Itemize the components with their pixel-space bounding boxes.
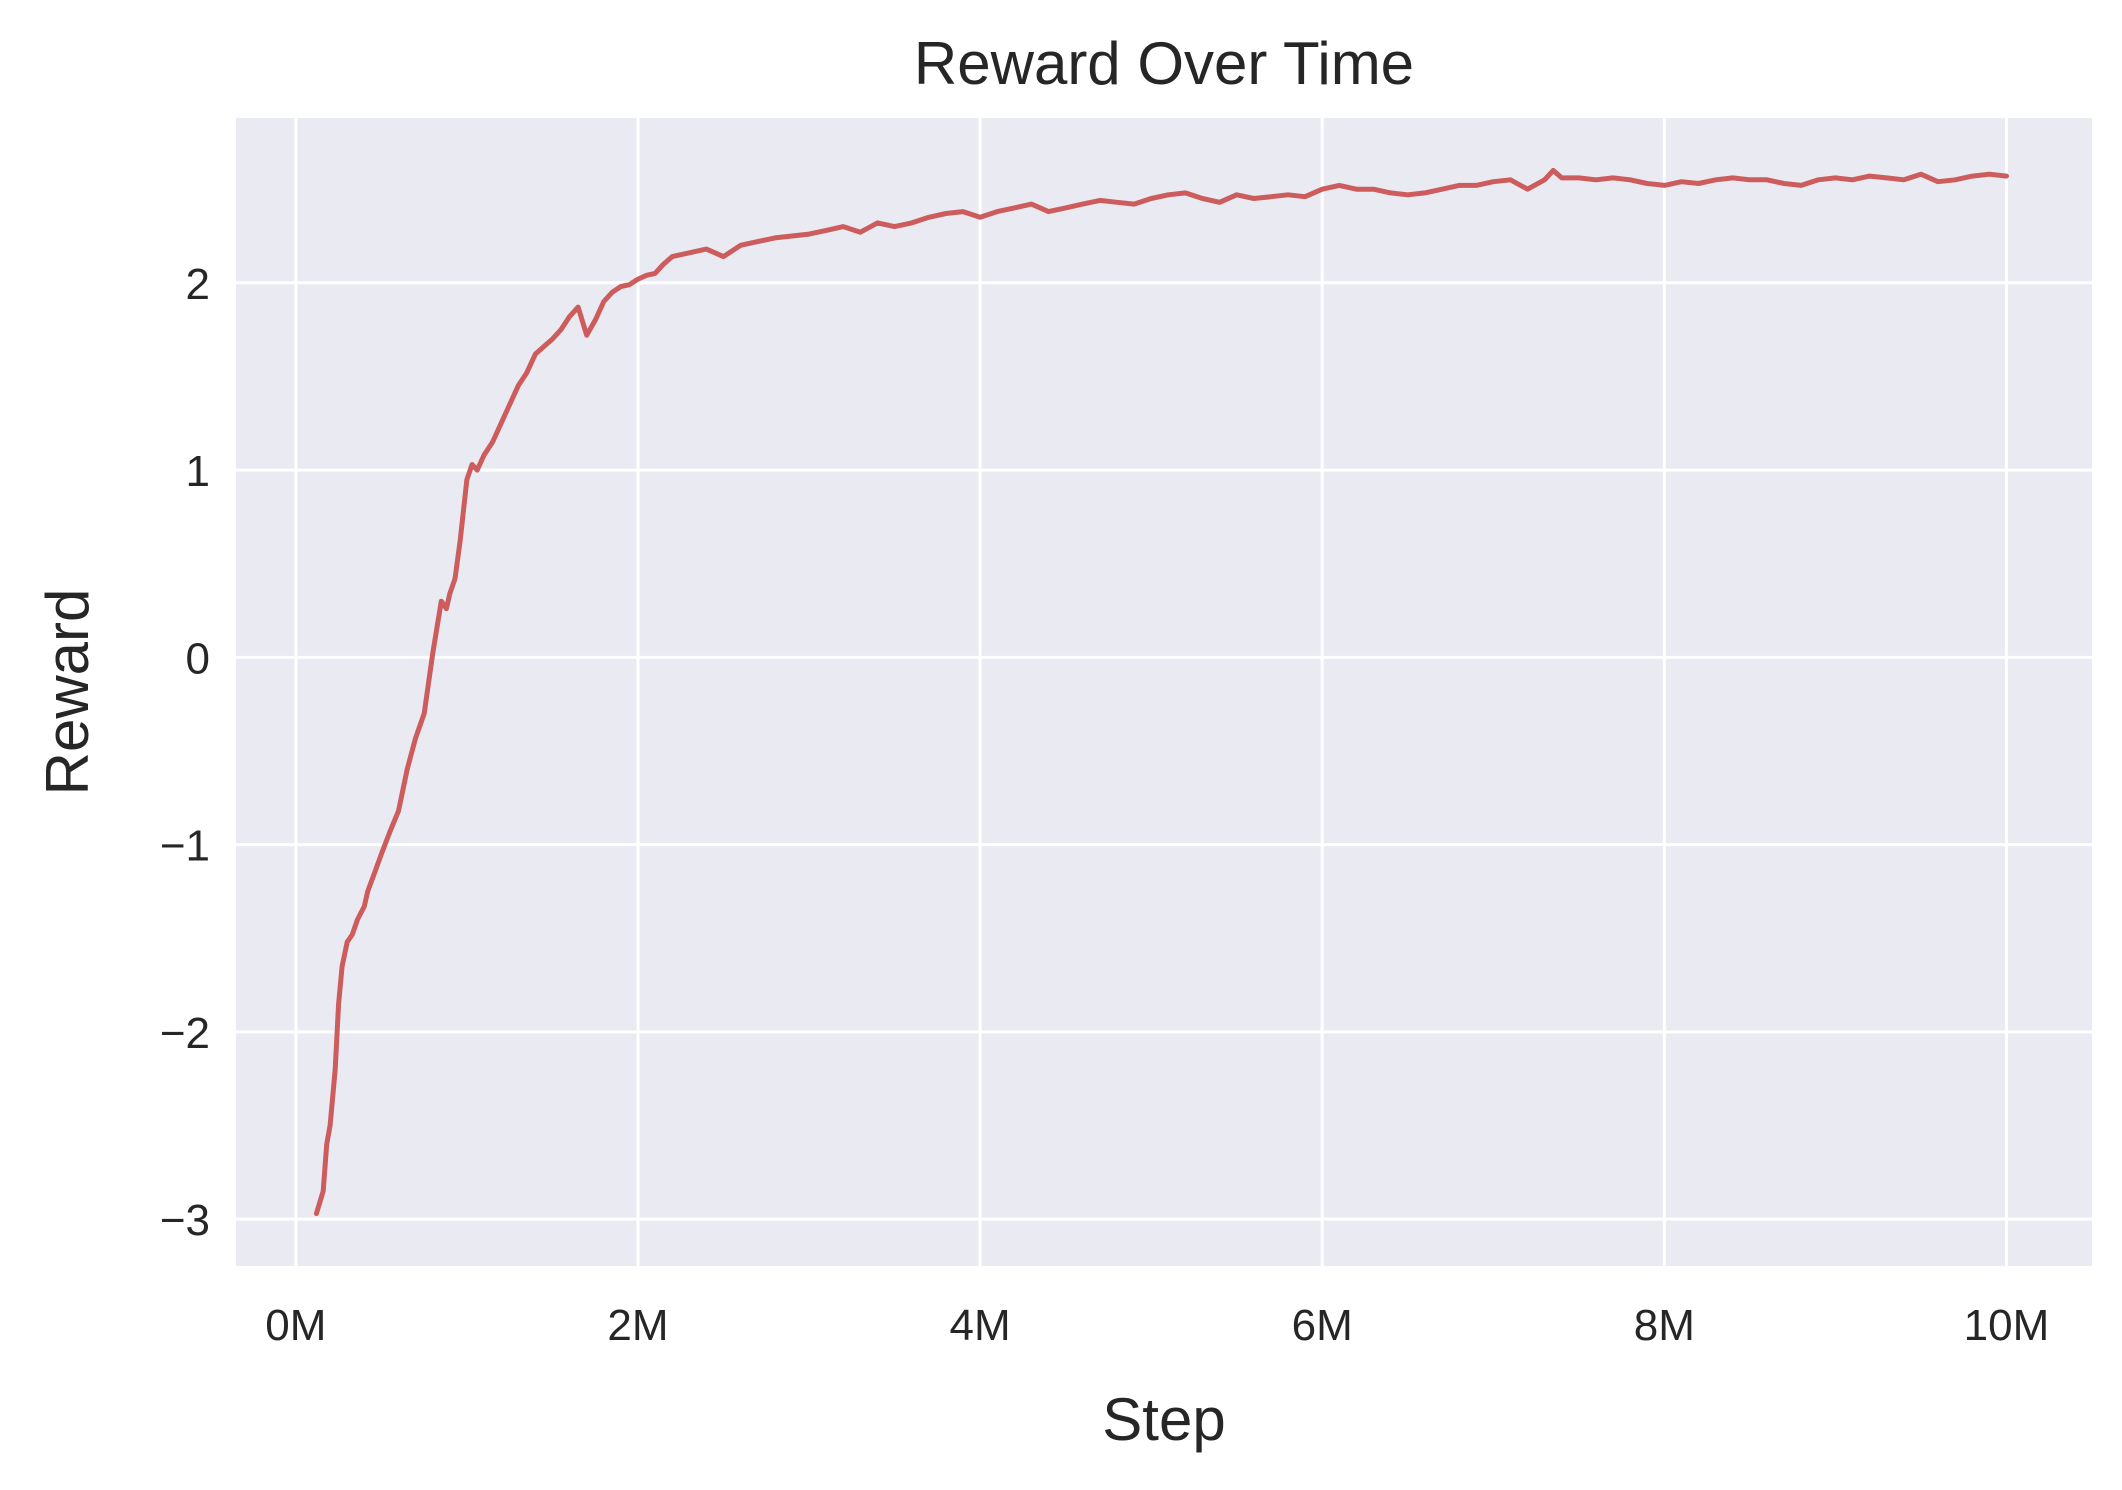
y-tick-label: 1 xyxy=(186,447,210,496)
x-tick-label: 8M xyxy=(1634,1301,1695,1350)
grid-lines xyxy=(236,118,2092,1266)
y-tick-label: −1 xyxy=(160,822,210,871)
plot-background xyxy=(236,118,2092,1266)
y-tick-label: 0 xyxy=(186,634,210,683)
x-tick-label: 0M xyxy=(265,1301,326,1350)
y-tick-labels: −3 −2 −1 0 1 2 xyxy=(160,260,210,1245)
x-tick-label: 6M xyxy=(1292,1301,1353,1350)
x-tick-label: 4M xyxy=(950,1301,1011,1350)
x-axis-label: Step xyxy=(1102,1386,1225,1453)
y-tick-label: 2 xyxy=(186,260,210,309)
y-axis-label: Reward xyxy=(34,589,101,796)
y-tick-label: −2 xyxy=(160,1009,210,1058)
x-tick-label: 2M xyxy=(607,1301,668,1350)
reward-series-line xyxy=(313,167,2009,1217)
y-tick-label: −3 xyxy=(160,1196,210,1245)
x-tick-label: 10M xyxy=(1964,1301,2050,1350)
x-tick-labels: 0M 2M 4M 6M 8M 10M xyxy=(265,1301,2049,1350)
chart-title: Reward Over Time xyxy=(914,30,1414,97)
